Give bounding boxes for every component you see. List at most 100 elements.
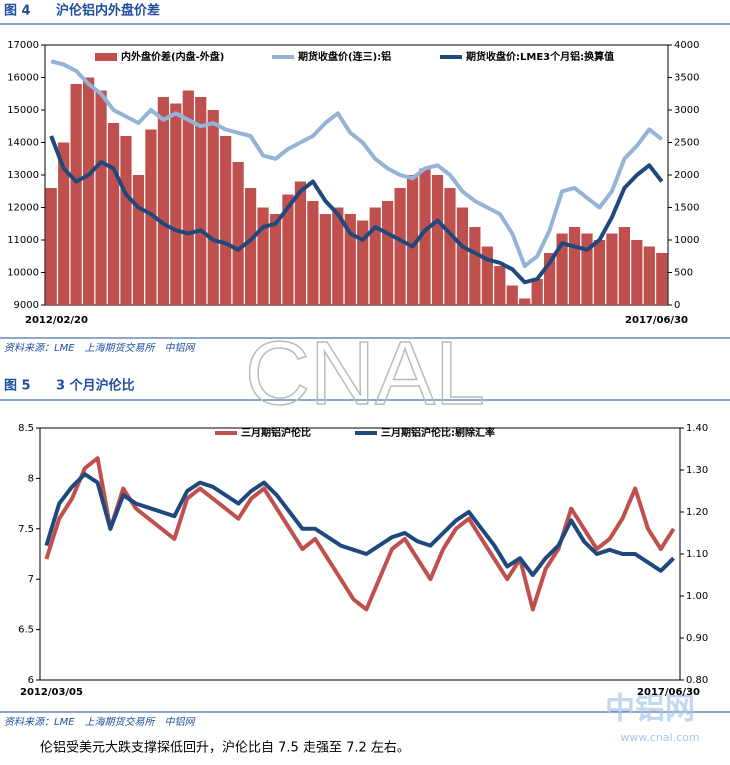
bar	[157, 97, 169, 305]
y2-tick-label: 2000	[674, 170, 699, 181]
y2-tick-label: 1.00	[686, 591, 708, 602]
y-tick-label: 12000	[7, 203, 39, 214]
bar	[232, 162, 244, 305]
bar	[132, 175, 145, 305]
bar	[182, 90, 194, 305]
bar	[220, 136, 232, 305]
bar	[643, 246, 655, 305]
bar	[593, 240, 606, 305]
bar	[319, 214, 331, 305]
y-tick-label: 16000	[7, 73, 39, 84]
bar	[568, 227, 581, 305]
y-tick-label: 7	[28, 574, 34, 585]
bar	[456, 207, 469, 305]
series-line	[44, 456, 676, 612]
bar	[382, 201, 394, 305]
x-tick-label: 2012/03/05	[20, 687, 83, 698]
y2-tick-label: 3500	[674, 73, 699, 84]
url: www.cnal.com	[620, 731, 699, 744]
bar	[519, 298, 531, 305]
legend-label: 期货收盘价(连三):铝	[298, 50, 391, 63]
series-line	[50, 59, 664, 268]
bar	[394, 188, 406, 305]
bar	[419, 168, 431, 305]
y2-tick-label: 1.40	[686, 423, 708, 434]
y2-tick-label: 500	[674, 268, 693, 279]
y-tick-label: 6	[28, 675, 34, 686]
y-tick-label: 9000	[14, 300, 39, 311]
bar	[332, 207, 344, 305]
y2-tick-label: 1000	[674, 235, 699, 246]
legend-label: 内外盘价差(内盘-外盘)	[121, 50, 224, 63]
bar	[282, 194, 294, 305]
watermark: CNAL	[245, 324, 485, 424]
bar	[170, 103, 182, 305]
source: 资料来源：LME 上海期货交易所 中铝网	[4, 342, 197, 354]
y-tick-label: 15000	[7, 105, 39, 116]
y-tick-label: 13000	[7, 170, 39, 181]
bar	[120, 136, 132, 305]
bar	[656, 253, 668, 305]
bar	[145, 129, 157, 305]
bar	[606, 233, 618, 305]
bar	[344, 214, 356, 305]
bar	[444, 188, 456, 305]
bar	[195, 97, 207, 305]
figure-title: 沪伦铝内外盘价差	[56, 3, 160, 19]
y-tick-label: 8.5	[18, 423, 34, 434]
bar	[357, 220, 369, 305]
bar	[431, 175, 444, 305]
bar	[481, 246, 493, 305]
y-tick-label: 7.5	[18, 524, 34, 535]
y2-tick-label: 4000	[674, 40, 699, 51]
bar	[70, 84, 82, 305]
x-tick-label: 2017/06/30	[625, 315, 688, 326]
y2-tick-label: 0.90	[686, 633, 708, 644]
bar	[506, 285, 518, 305]
y-tick-label: 11000	[7, 235, 39, 246]
body-text: 伦铝受美元大跌支撑探低回升，沪伦比自 7.5 走强至 7.2 左右。	[40, 740, 410, 756]
y2-tick-label: 0.80	[686, 675, 708, 686]
x-tick-label: 2017/06/30	[637, 687, 700, 698]
legend-swatch	[95, 53, 117, 61]
series-line	[44, 472, 676, 577]
bar	[631, 240, 643, 305]
y2-tick-label: 3000	[674, 105, 699, 116]
x-tick-label: 2012/02/20	[25, 315, 88, 326]
bar	[83, 77, 95, 305]
y2-tick-label: 0	[674, 300, 680, 311]
y-tick-label: 8	[28, 473, 34, 484]
source: 资料来源：LME 上海期货交易所 中铝网	[4, 716, 197, 728]
y-tick-label: 17000	[7, 40, 39, 51]
bar	[107, 123, 120, 305]
bar	[307, 201, 319, 305]
bar	[531, 279, 543, 305]
bar	[58, 142, 70, 305]
bar	[469, 227, 481, 305]
bar	[257, 207, 269, 305]
y2-tick-label: 2500	[674, 138, 699, 149]
bar	[294, 181, 307, 305]
bar	[494, 266, 506, 305]
y2-tick-label: 1.10	[686, 549, 708, 560]
y2-tick-label: 1500	[674, 203, 699, 214]
legend-label: 三月期铝沪伦比	[241, 426, 311, 439]
bar	[556, 233, 568, 305]
bar	[45, 188, 57, 305]
figure-label: 图 4	[4, 4, 31, 19]
bar	[244, 188, 257, 305]
y-tick-label: 14000	[7, 138, 39, 149]
logo: 中铝网	[605, 692, 695, 727]
y-tick-label: 6.5	[18, 625, 34, 636]
bar	[269, 214, 282, 305]
figure-title: 3 个月沪伦比	[56, 378, 135, 394]
series-line	[49, 135, 664, 285]
y-tick-label: 10000	[7, 268, 39, 279]
figure-label: 图 5	[4, 379, 31, 394]
bar	[406, 175, 419, 305]
bar	[544, 253, 556, 305]
y2-tick-label: 1.20	[686, 507, 708, 518]
legend-label: 三月期铝沪伦比:剔除汇率	[381, 426, 495, 439]
bar	[95, 90, 107, 305]
